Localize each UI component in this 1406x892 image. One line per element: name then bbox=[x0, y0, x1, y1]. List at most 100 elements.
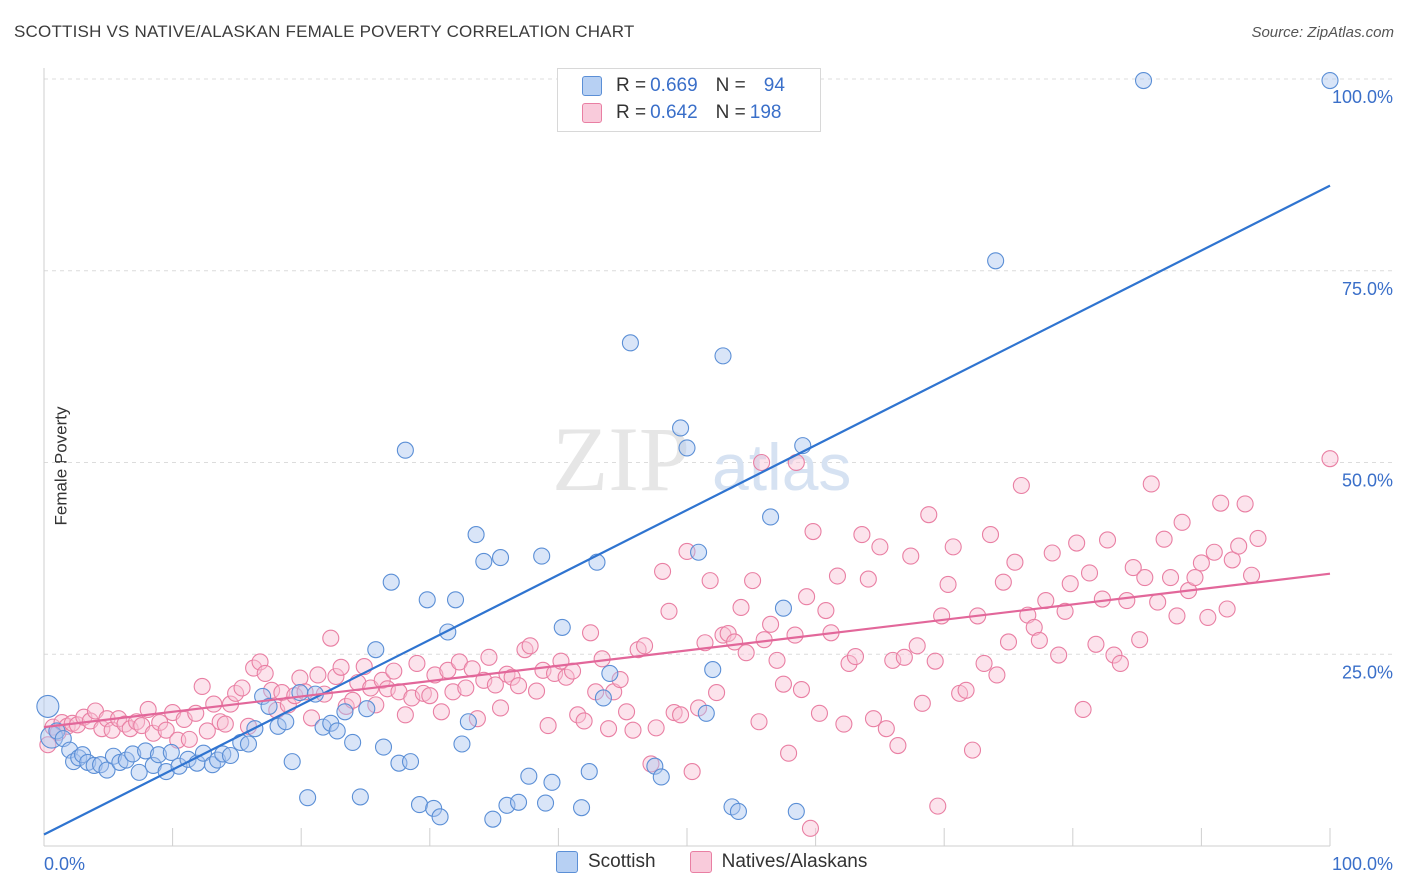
native-point bbox=[198, 722, 216, 740]
native-point bbox=[828, 567, 847, 585]
native-legend-label: Natives/Alaskans bbox=[721, 851, 868, 872]
scottish-legend-swatch bbox=[556, 851, 578, 873]
scottish-point bbox=[431, 808, 449, 826]
scottish-point bbox=[425, 799, 443, 817]
native-point bbox=[521, 637, 539, 655]
native-point bbox=[367, 696, 385, 714]
native-point bbox=[1149, 593, 1167, 611]
native-point bbox=[216, 715, 234, 733]
scottish-point bbox=[491, 549, 510, 567]
trend-lines bbox=[43, 184, 1331, 836]
native-point bbox=[509, 677, 528, 695]
legend-n-value: 94 bbox=[763, 75, 785, 96]
legend-r-label: R = bbox=[616, 75, 647, 96]
native-point bbox=[817, 601, 835, 620]
native-point bbox=[385, 662, 403, 680]
native-point bbox=[859, 570, 877, 588]
native-point bbox=[1136, 568, 1154, 587]
scottish-point bbox=[104, 747, 122, 765]
scottish-point bbox=[130, 763, 148, 781]
native-point bbox=[1087, 635, 1105, 653]
native-trend-line bbox=[43, 572, 1331, 729]
series-legend: Scottish Natives/Alaskans bbox=[556, 851, 867, 873]
tick-labels: 25.0% 50.0% 75.0% 100.0% 0.0% 100.0% bbox=[44, 87, 1393, 874]
native-point bbox=[744, 572, 762, 590]
native-point bbox=[527, 682, 546, 700]
native-point bbox=[1230, 537, 1248, 555]
scottish-swatch bbox=[582, 76, 602, 96]
native-point bbox=[408, 654, 426, 673]
scottish-point bbox=[358, 700, 376, 718]
scottish-trend-line bbox=[43, 184, 1331, 836]
native-point bbox=[457, 679, 475, 697]
native-point bbox=[871, 538, 889, 556]
scottish-point bbox=[1321, 71, 1339, 90]
native-point bbox=[302, 709, 321, 727]
native-point bbox=[498, 665, 516, 683]
scottish-point bbox=[221, 746, 240, 765]
scottish-point bbox=[580, 763, 598, 781]
native-point bbox=[792, 680, 811, 699]
native-point bbox=[1098, 531, 1117, 549]
native-point bbox=[753, 453, 771, 472]
scottish-point bbox=[314, 718, 332, 736]
legend-n-label: N = bbox=[715, 102, 746, 123]
scottish-point bbox=[446, 591, 465, 609]
native-point bbox=[1223, 551, 1241, 569]
native-point bbox=[840, 654, 858, 673]
scottish-point bbox=[401, 753, 420, 771]
native-point bbox=[913, 694, 931, 712]
native-point bbox=[575, 712, 593, 730]
native-point bbox=[39, 736, 57, 754]
scottish-point bbox=[124, 745, 142, 763]
y-tick-label: 25.0% bbox=[1342, 662, 1393, 682]
native-point bbox=[1212, 494, 1230, 512]
native-point bbox=[701, 572, 719, 590]
watermark-zip: ZIP bbox=[552, 408, 690, 510]
native-point bbox=[737, 644, 755, 662]
scottish-point bbox=[137, 742, 155, 760]
native-point bbox=[1124, 559, 1142, 577]
legend-n-label: N = bbox=[715, 75, 746, 96]
native-point bbox=[414, 684, 432, 702]
native-point bbox=[486, 676, 504, 694]
scottish-point bbox=[111, 753, 129, 771]
native-point bbox=[327, 667, 345, 686]
native-point bbox=[1093, 590, 1111, 608]
native-point bbox=[421, 687, 439, 705]
scottish-point bbox=[328, 722, 346, 740]
x-tick-label: 100.0% bbox=[1332, 854, 1393, 874]
native-point bbox=[975, 654, 993, 673]
scottish-point bbox=[203, 756, 222, 774]
native-point bbox=[1155, 530, 1173, 548]
native-point bbox=[963, 741, 982, 759]
scottish-point bbox=[704, 661, 722, 679]
native-point bbox=[732, 598, 750, 617]
native-point bbox=[1068, 534, 1086, 552]
y-tick-label: 50.0% bbox=[1342, 471, 1393, 491]
scottish-point bbox=[533, 547, 551, 565]
native-point bbox=[654, 562, 672, 580]
native-point bbox=[939, 575, 957, 594]
scottish-point bbox=[987, 252, 1005, 270]
scottish-point bbox=[459, 713, 477, 731]
scottish-point bbox=[520, 767, 538, 785]
native-points bbox=[39, 450, 1339, 837]
native-point bbox=[999, 633, 1018, 651]
scottish-point bbox=[714, 347, 732, 365]
native-point bbox=[665, 703, 683, 722]
native-point bbox=[1199, 608, 1217, 626]
native-point bbox=[926, 652, 944, 670]
watermark-atlas: atlas bbox=[712, 430, 851, 504]
native-point bbox=[1056, 602, 1074, 620]
native-point bbox=[1118, 592, 1136, 610]
native-point bbox=[157, 721, 175, 739]
scottish-point bbox=[646, 757, 664, 775]
scottish-point bbox=[543, 773, 561, 791]
stats-legend: R = 0.669 N = 94 R = 0.642 N = 198 bbox=[557, 68, 821, 132]
grid-lines bbox=[44, 78, 1392, 655]
native-point bbox=[256, 664, 274, 682]
chart-title: SCOTTISH VS NATIVE/ALASKAN FEMALE POVERT… bbox=[14, 22, 635, 41]
scottish-point bbox=[729, 802, 747, 821]
scottish-point bbox=[439, 623, 457, 641]
